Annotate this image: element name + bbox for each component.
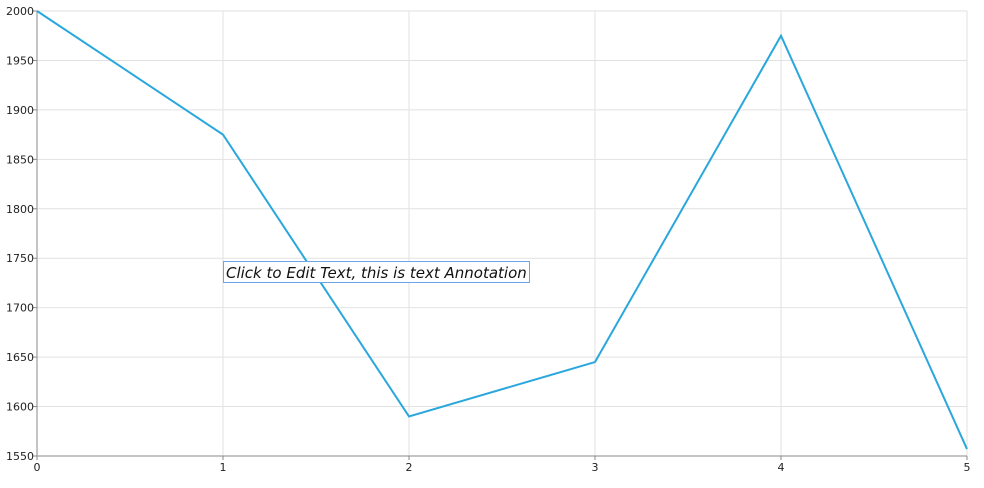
y-tick-label: 1750 bbox=[6, 252, 34, 265]
y-tick-label: 2000 bbox=[6, 5, 34, 18]
text-annotation[interactable]: Click to Edit Text, this is text Annotat… bbox=[223, 261, 530, 283]
x-tick-label: 0 bbox=[34, 461, 41, 474]
y-tick-label: 1800 bbox=[6, 203, 34, 216]
y-tick-label: 1850 bbox=[6, 153, 34, 166]
tick-label-layer: 0 1 2 3 4 5 1550 1600 1650 1700 1750 1800 1850 1900 19… bbox=[6, 5, 971, 474]
y-tick-label: 1550 bbox=[6, 450, 34, 463]
y-tick-label: 1950 bbox=[6, 54, 34, 67]
axis-layer bbox=[33, 10, 968, 460]
grid-layer bbox=[36, 10, 968, 457]
series-line bbox=[36, 10, 968, 450]
y-tick-label: 1900 bbox=[6, 104, 34, 117]
series-layer bbox=[36, 10, 968, 450]
x-tick-label: 3 bbox=[592, 461, 599, 474]
y-tick-label: 1700 bbox=[6, 302, 34, 315]
x-tick-label: 1 bbox=[220, 461, 227, 474]
y-tick-label: 1650 bbox=[6, 351, 34, 364]
x-tick-label: 5 bbox=[964, 461, 971, 474]
y-tick-label: 1600 bbox=[6, 401, 34, 414]
x-tick-label: 2 bbox=[406, 461, 413, 474]
x-tick-label: 4 bbox=[778, 461, 785, 474]
